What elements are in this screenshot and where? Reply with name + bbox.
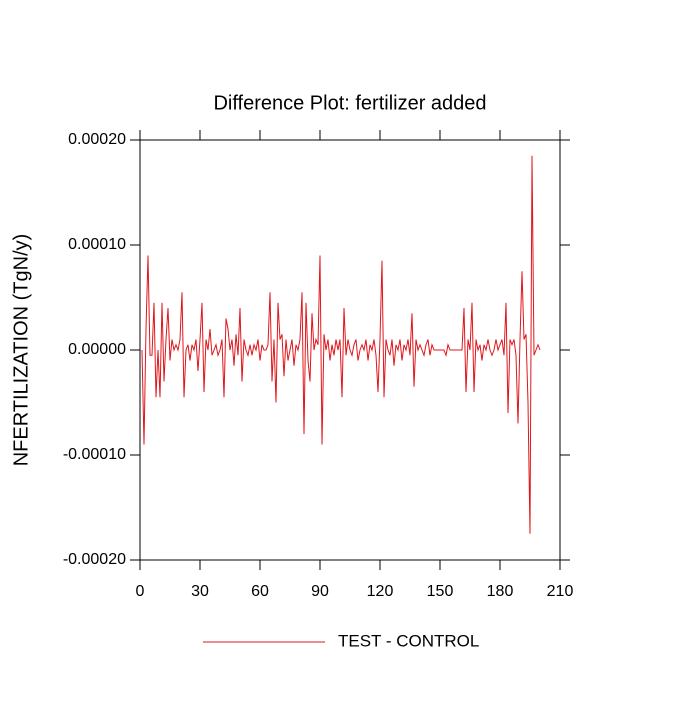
x-tick-label: 30 [191, 583, 209, 600]
x-tick-label: 0 [136, 583, 145, 600]
x-tick-label: 60 [251, 583, 269, 600]
y-tick-label: 0.00000 [68, 341, 126, 358]
x-tick-label: 90 [311, 583, 329, 600]
y-tick-label: 0.00010 [68, 236, 126, 253]
data-line [141, 155, 541, 534]
y-tick-label: -0.00020 [63, 551, 126, 568]
y-tick-label: 0.00020 [68, 131, 126, 148]
y-axis-label: NFERTILIZATION (TgN/y) [10, 234, 32, 467]
y-tick-label: -0.00010 [63, 446, 126, 463]
x-tick-label: 180 [487, 583, 514, 600]
chart-title: Difference Plot: fertilizer added [213, 92, 486, 114]
x-tick-label: 150 [427, 583, 454, 600]
x-tick-label: 210 [547, 583, 574, 600]
x-tick-label: 120 [367, 583, 394, 600]
legend-label: TEST - CONTROL [338, 631, 479, 650]
